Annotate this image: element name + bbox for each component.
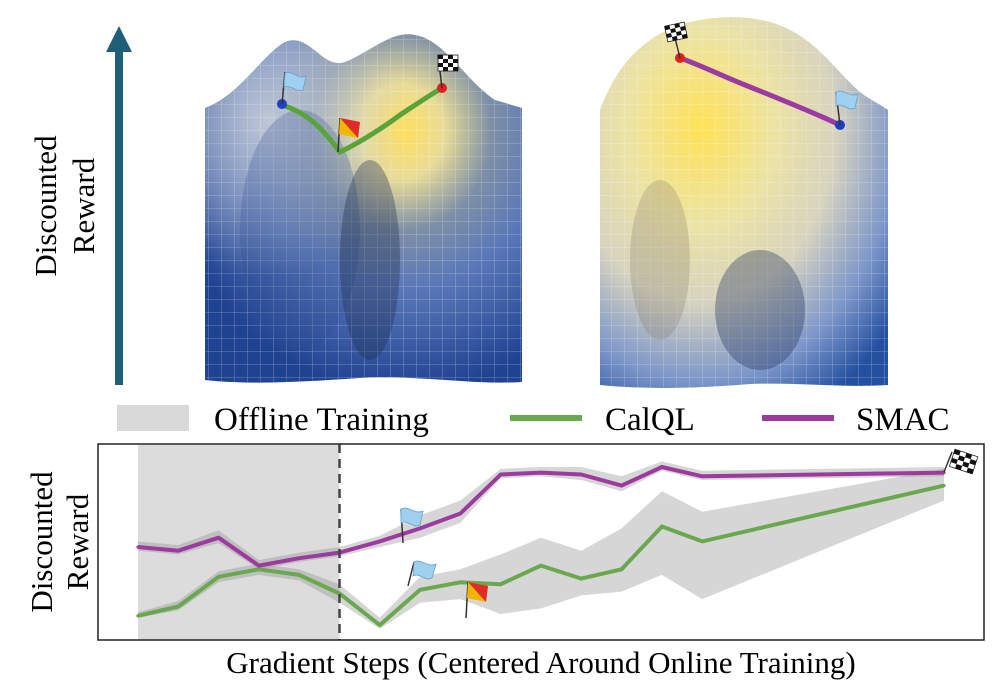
calql-point xyxy=(579,577,583,581)
smac-point xyxy=(660,465,664,469)
calql-point xyxy=(257,567,261,571)
smac-point xyxy=(136,545,140,549)
calql-point xyxy=(660,524,664,529)
series-line-smac xyxy=(137,465,945,568)
smac-point xyxy=(217,536,221,540)
smac-point xyxy=(378,539,382,544)
plot-frame xyxy=(97,443,985,641)
smac-point xyxy=(297,556,301,560)
calql-point xyxy=(942,484,946,488)
smac-point xyxy=(620,484,624,488)
legend-label-smac: SMAC xyxy=(856,402,950,438)
finish-flag-icon-right xyxy=(664,21,688,59)
finish-flag-icon-chart xyxy=(943,448,979,475)
legend-swatch-offline xyxy=(117,405,189,431)
calql-point xyxy=(176,604,180,609)
smac-point xyxy=(700,474,704,478)
legend: Offline Training CalQL SMAC xyxy=(117,402,950,438)
start-flag-icon-right xyxy=(835,90,859,126)
calql-path-3d xyxy=(279,85,445,156)
smac-point xyxy=(539,471,543,475)
calql-point xyxy=(620,567,624,571)
calql-point xyxy=(458,580,462,584)
up-arrow-head xyxy=(106,26,132,52)
calql-point xyxy=(136,614,140,618)
calql-point xyxy=(297,573,301,577)
smac-start-flag-icon xyxy=(400,507,424,544)
chart-y-label-line2: Reward xyxy=(60,493,95,590)
calql-dip-flag-icon xyxy=(465,581,488,619)
calql-point xyxy=(700,539,704,544)
smac-point xyxy=(418,526,422,531)
smac-point xyxy=(176,549,180,553)
calql-point xyxy=(499,582,503,586)
smac-path-3d xyxy=(677,55,843,128)
calql-point xyxy=(378,623,382,627)
loss-surface-online xyxy=(600,17,888,388)
chart-x-label: Gradient Steps (Centered Around Online T… xyxy=(226,645,855,680)
finish-flag-icon xyxy=(437,54,459,89)
top-y-label-line2: Reward xyxy=(66,157,101,254)
smac-point xyxy=(257,564,261,568)
legend-label-offline: Offline Training xyxy=(214,402,429,438)
loss-surface-offline xyxy=(205,34,522,383)
calql-point xyxy=(539,564,543,568)
top-y-label-line1: Discounted xyxy=(28,135,63,277)
series-line-calql xyxy=(137,483,945,628)
band-calql xyxy=(138,468,944,629)
calql-start-flag-icon xyxy=(407,560,437,587)
legend-label-calql: CalQL xyxy=(605,402,695,438)
chart-flags xyxy=(400,448,979,619)
smac-point xyxy=(458,511,462,516)
chart-y-label-line1: Discounted xyxy=(24,471,59,613)
calql-point xyxy=(217,575,221,579)
reward-chart: Discounted Reward Gradient Steps (Center… xyxy=(24,443,985,680)
start-flag-icon xyxy=(281,71,307,105)
top-y-axis: Discounted Reward xyxy=(28,26,132,385)
smac-point xyxy=(499,472,503,477)
mid-flag-icon xyxy=(337,117,360,153)
smac-point xyxy=(579,472,583,477)
calql-point xyxy=(418,588,422,592)
